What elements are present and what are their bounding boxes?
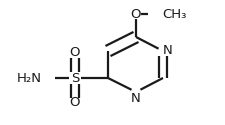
Text: S: S	[70, 72, 79, 85]
Text: O: O	[70, 96, 80, 110]
Text: N: N	[130, 92, 140, 105]
Text: H₂N: H₂N	[17, 72, 42, 85]
Text: N: N	[162, 44, 172, 58]
Text: CH₃: CH₃	[161, 8, 186, 20]
Text: O: O	[130, 8, 141, 20]
Text: O: O	[70, 46, 80, 60]
